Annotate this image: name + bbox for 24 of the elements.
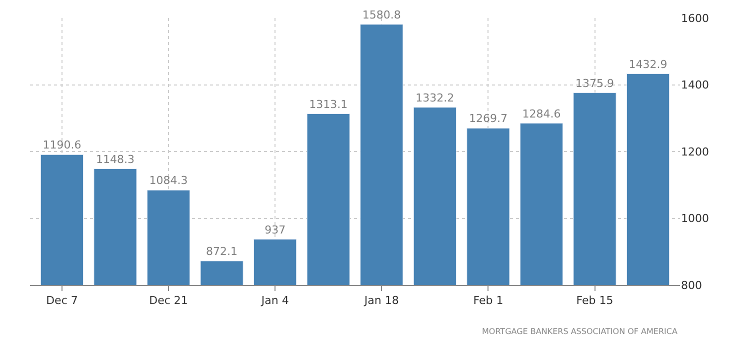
data-label: 1313.1 <box>309 98 348 111</box>
data-label: 1084.3 <box>149 174 188 188</box>
x-tick-label: Dec 21 <box>149 294 188 308</box>
x-tick-label: Feb 15 <box>576 294 614 308</box>
x-tick-label: Feb 1 <box>473 294 504 308</box>
data-label: 1375.9 <box>576 76 614 90</box>
data-label: 1190.6 <box>42 138 82 152</box>
data-label: 1580.8 <box>362 8 401 22</box>
data-label: 1332.2 <box>416 91 454 104</box>
text: MORTGAGE BANKERS ASSOCIATION OF AMERICA <box>482 327 678 336</box>
data-label: 1432.9 <box>628 58 668 71</box>
x-tick-label: Jan 4 <box>260 294 289 308</box>
data-label: 1284.6 <box>522 107 561 120</box>
y-tick-label: 1200 <box>681 145 709 158</box>
data-label: 872.1 <box>206 244 238 258</box>
y-tick-label: 800 <box>681 278 702 292</box>
data-label: 937 <box>264 223 286 236</box>
y-tick-label: 1400 <box>681 78 709 92</box>
data-label: 1269.7 <box>468 112 508 126</box>
y-tick-label: 1000 <box>681 212 709 226</box>
y-tick-label: 1600 <box>681 12 709 25</box>
x-tick-label: Jan 18 <box>363 294 399 308</box>
x-tick-label: Dec 7 <box>46 294 78 308</box>
data-label: 1148.3 <box>96 152 134 166</box>
